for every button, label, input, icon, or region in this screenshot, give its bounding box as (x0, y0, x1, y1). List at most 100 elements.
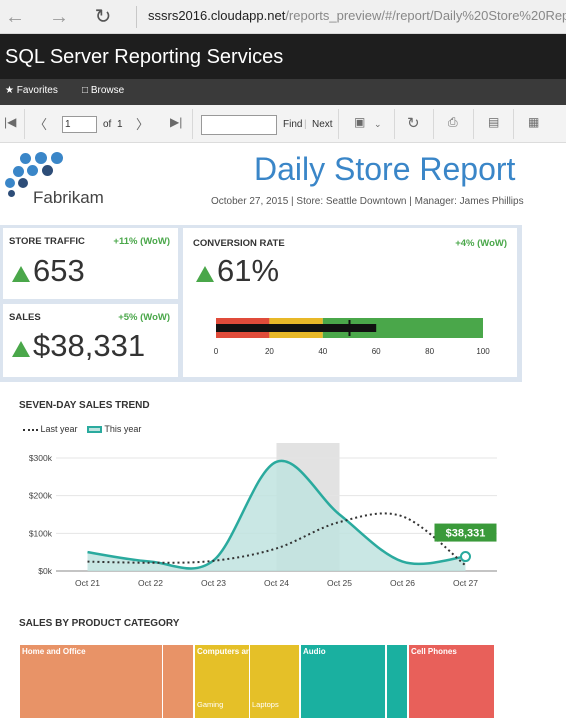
logo-dot (18, 178, 28, 188)
logo-dot (27, 165, 38, 176)
dotted-line-swatch (23, 428, 38, 431)
find-input[interactable] (201, 115, 277, 135)
bullet-tick-label: 20 (265, 347, 274, 356)
x-tick-label: Oct 23 (201, 578, 226, 588)
legend-this-year[interactable]: This year (87, 424, 141, 434)
find-divider: | (304, 119, 307, 130)
star-icon: ★ (5, 85, 14, 96)
bullet-tick-label: 60 (372, 347, 381, 356)
treemap-audio-sub[interactable] (387, 645, 408, 718)
treemap-sublabel: Gaming (197, 700, 224, 709)
report-canvas: Fabrikam Daily Store Report October 27, … (0, 143, 566, 718)
treemap-audio[interactable]: Audio (301, 645, 386, 718)
page-total-label: 1 (117, 119, 123, 130)
legend-last-year-label: Last year (40, 424, 78, 434)
treemap-home-office-sub[interactable] (163, 645, 194, 718)
x-tick-label: Oct 21 (75, 578, 100, 588)
report-toolbar: |◀ 〈 1 of 1 〉 ▶| Find | Next ▣ ⌄ ↻ ⎙ ▤ ▦ (0, 105, 566, 143)
back-arrow-icon[interactable]: ← (5, 6, 25, 28)
power-bi-icon[interactable]: ▦ (528, 115, 540, 129)
logo-dot (35, 152, 47, 164)
treemap-label: Computers and Tablets (197, 647, 286, 656)
bullet-range (322, 318, 483, 338)
kpi-value: 61% (217, 253, 280, 288)
url-host: sssrs2016.cloudapp.net (148, 8, 286, 23)
ssrs-nav: ★ Favorites □ Browse (0, 79, 566, 105)
y-tick-label: $0k (38, 566, 52, 576)
toolbar-divider (473, 109, 474, 139)
kpi-label: STORE TRAFFIC (9, 236, 85, 247)
forward-arrow-icon[interactable]: → (49, 6, 69, 28)
save-icon[interactable]: ▣ (354, 115, 366, 129)
logo-dot (5, 178, 15, 188)
y-tick-label: $100k (29, 528, 53, 538)
treemap-label: Cell Phones (411, 647, 457, 656)
print-icon[interactable]: ⎙ (448, 115, 458, 129)
legend-last-year[interactable]: Last year (23, 424, 78, 434)
y-tick-label: $200k (29, 491, 53, 501)
x-tick-label: Oct 26 (390, 578, 415, 588)
y-tick-label: $300k (29, 453, 53, 463)
toolbar-divider (433, 109, 434, 139)
bullet-target-marker (348, 320, 351, 336)
page-number-input[interactable]: 1 (62, 116, 97, 133)
document-icon: □ (82, 85, 89, 96)
toolbar-divider (394, 109, 395, 139)
find-button[interactable]: Find (283, 119, 303, 130)
kpi-value: $38,331 (33, 328, 146, 363)
ssrs-title: SQL Server Reporting Services (5, 46, 284, 68)
toolbar-divider (513, 109, 514, 139)
report-title: Daily Store Report (254, 151, 516, 187)
sales-trend-chart: $0k $100k $200k $300k Oct 21 Oct 22 Oct 23 Oct … (29, 443, 497, 588)
this-year-area (87, 460, 466, 571)
bullet-tick-label: 0 (214, 347, 219, 356)
kpi-value: 653 (33, 253, 85, 288)
next-page-icon[interactable]: 〉 (136, 117, 150, 132)
sales-trend-title: SEVEN-DAY SALES TREND (19, 400, 150, 411)
conversion-bullet-chart: 0 20 40 60 80 100 (214, 318, 490, 356)
treemap-cell-phones[interactable]: Cell Phones (409, 645, 495, 718)
kpi-panel: STORE TRAFFIC +11% (WoW) 653 SALES +5% (… (0, 225, 522, 382)
chevron-down-icon[interactable]: ⌄ (374, 119, 382, 129)
nav-favorites-label: Favorites (16, 85, 58, 96)
find-next-button[interactable]: Next (312, 119, 333, 130)
first-page-icon[interactable]: |◀ (4, 115, 17, 129)
treemap-laptops[interactable]: Laptops (250, 645, 300, 718)
toolbar-divider (24, 109, 25, 139)
x-tick-label: Oct 24 (264, 578, 289, 588)
ssrs-header: SQL Server Reporting Services (0, 34, 566, 79)
nav-favorites[interactable]: ★ Favorites (5, 85, 58, 96)
previous-page-icon[interactable]: 〈 (34, 117, 48, 132)
url-field[interactable]: sssrs2016.cloudapp.net/reports_preview/#… (148, 8, 566, 23)
nav-browse-label: Browse (90, 85, 125, 96)
refresh-icon[interactable]: ↻ (94, 6, 112, 28)
up-arrow-icon (12, 266, 30, 282)
kpi-conversion-rate[interactable]: CONVERSION RATE +4% (WoW) 61% 0 20 40 60 80 1… (183, 228, 517, 377)
up-arrow-icon (196, 266, 214, 282)
x-tick-label: Oct 22 (138, 578, 163, 588)
bullet-value-bar (216, 324, 377, 332)
x-tick-label: Oct 25 (327, 578, 352, 588)
url-separator (136, 6, 137, 28)
page-layout-icon[interactable]: ▤ (488, 115, 500, 129)
logo-dot (8, 190, 15, 197)
report-subtitle: October 27, 2015 | Store: Seattle Downto… (211, 196, 524, 207)
page-of-label: of (103, 119, 112, 130)
treemap-home-office[interactable]: Home and Office (20, 645, 163, 718)
treemap-sublabel: Laptops (252, 700, 279, 709)
kpi-change: +4% (WoW) (455, 238, 507, 249)
current-value-marker (460, 551, 471, 563)
value-callout-box (434, 523, 497, 542)
area-swatch (87, 426, 102, 434)
refresh-report-icon[interactable]: ↻ (407, 115, 420, 132)
nav-browse[interactable]: □ Browse (82, 85, 124, 96)
logo-dot (13, 166, 24, 177)
toolbar-divider (192, 109, 193, 139)
bullet-tick-label: 100 (476, 347, 490, 356)
last-page-icon[interactable]: ▶| (170, 115, 183, 129)
logo-dot (42, 165, 53, 176)
kpi-sales[interactable]: SALES +5% (WoW) $38,331 (3, 304, 178, 377)
kpi-store-traffic[interactable]: STORE TRAFFIC +11% (WoW) 653 (3, 228, 178, 299)
treemap-label: Home and Office (22, 647, 86, 656)
treemap-computers-tablets[interactable]: Computers and Tablets Gaming (195, 645, 285, 718)
